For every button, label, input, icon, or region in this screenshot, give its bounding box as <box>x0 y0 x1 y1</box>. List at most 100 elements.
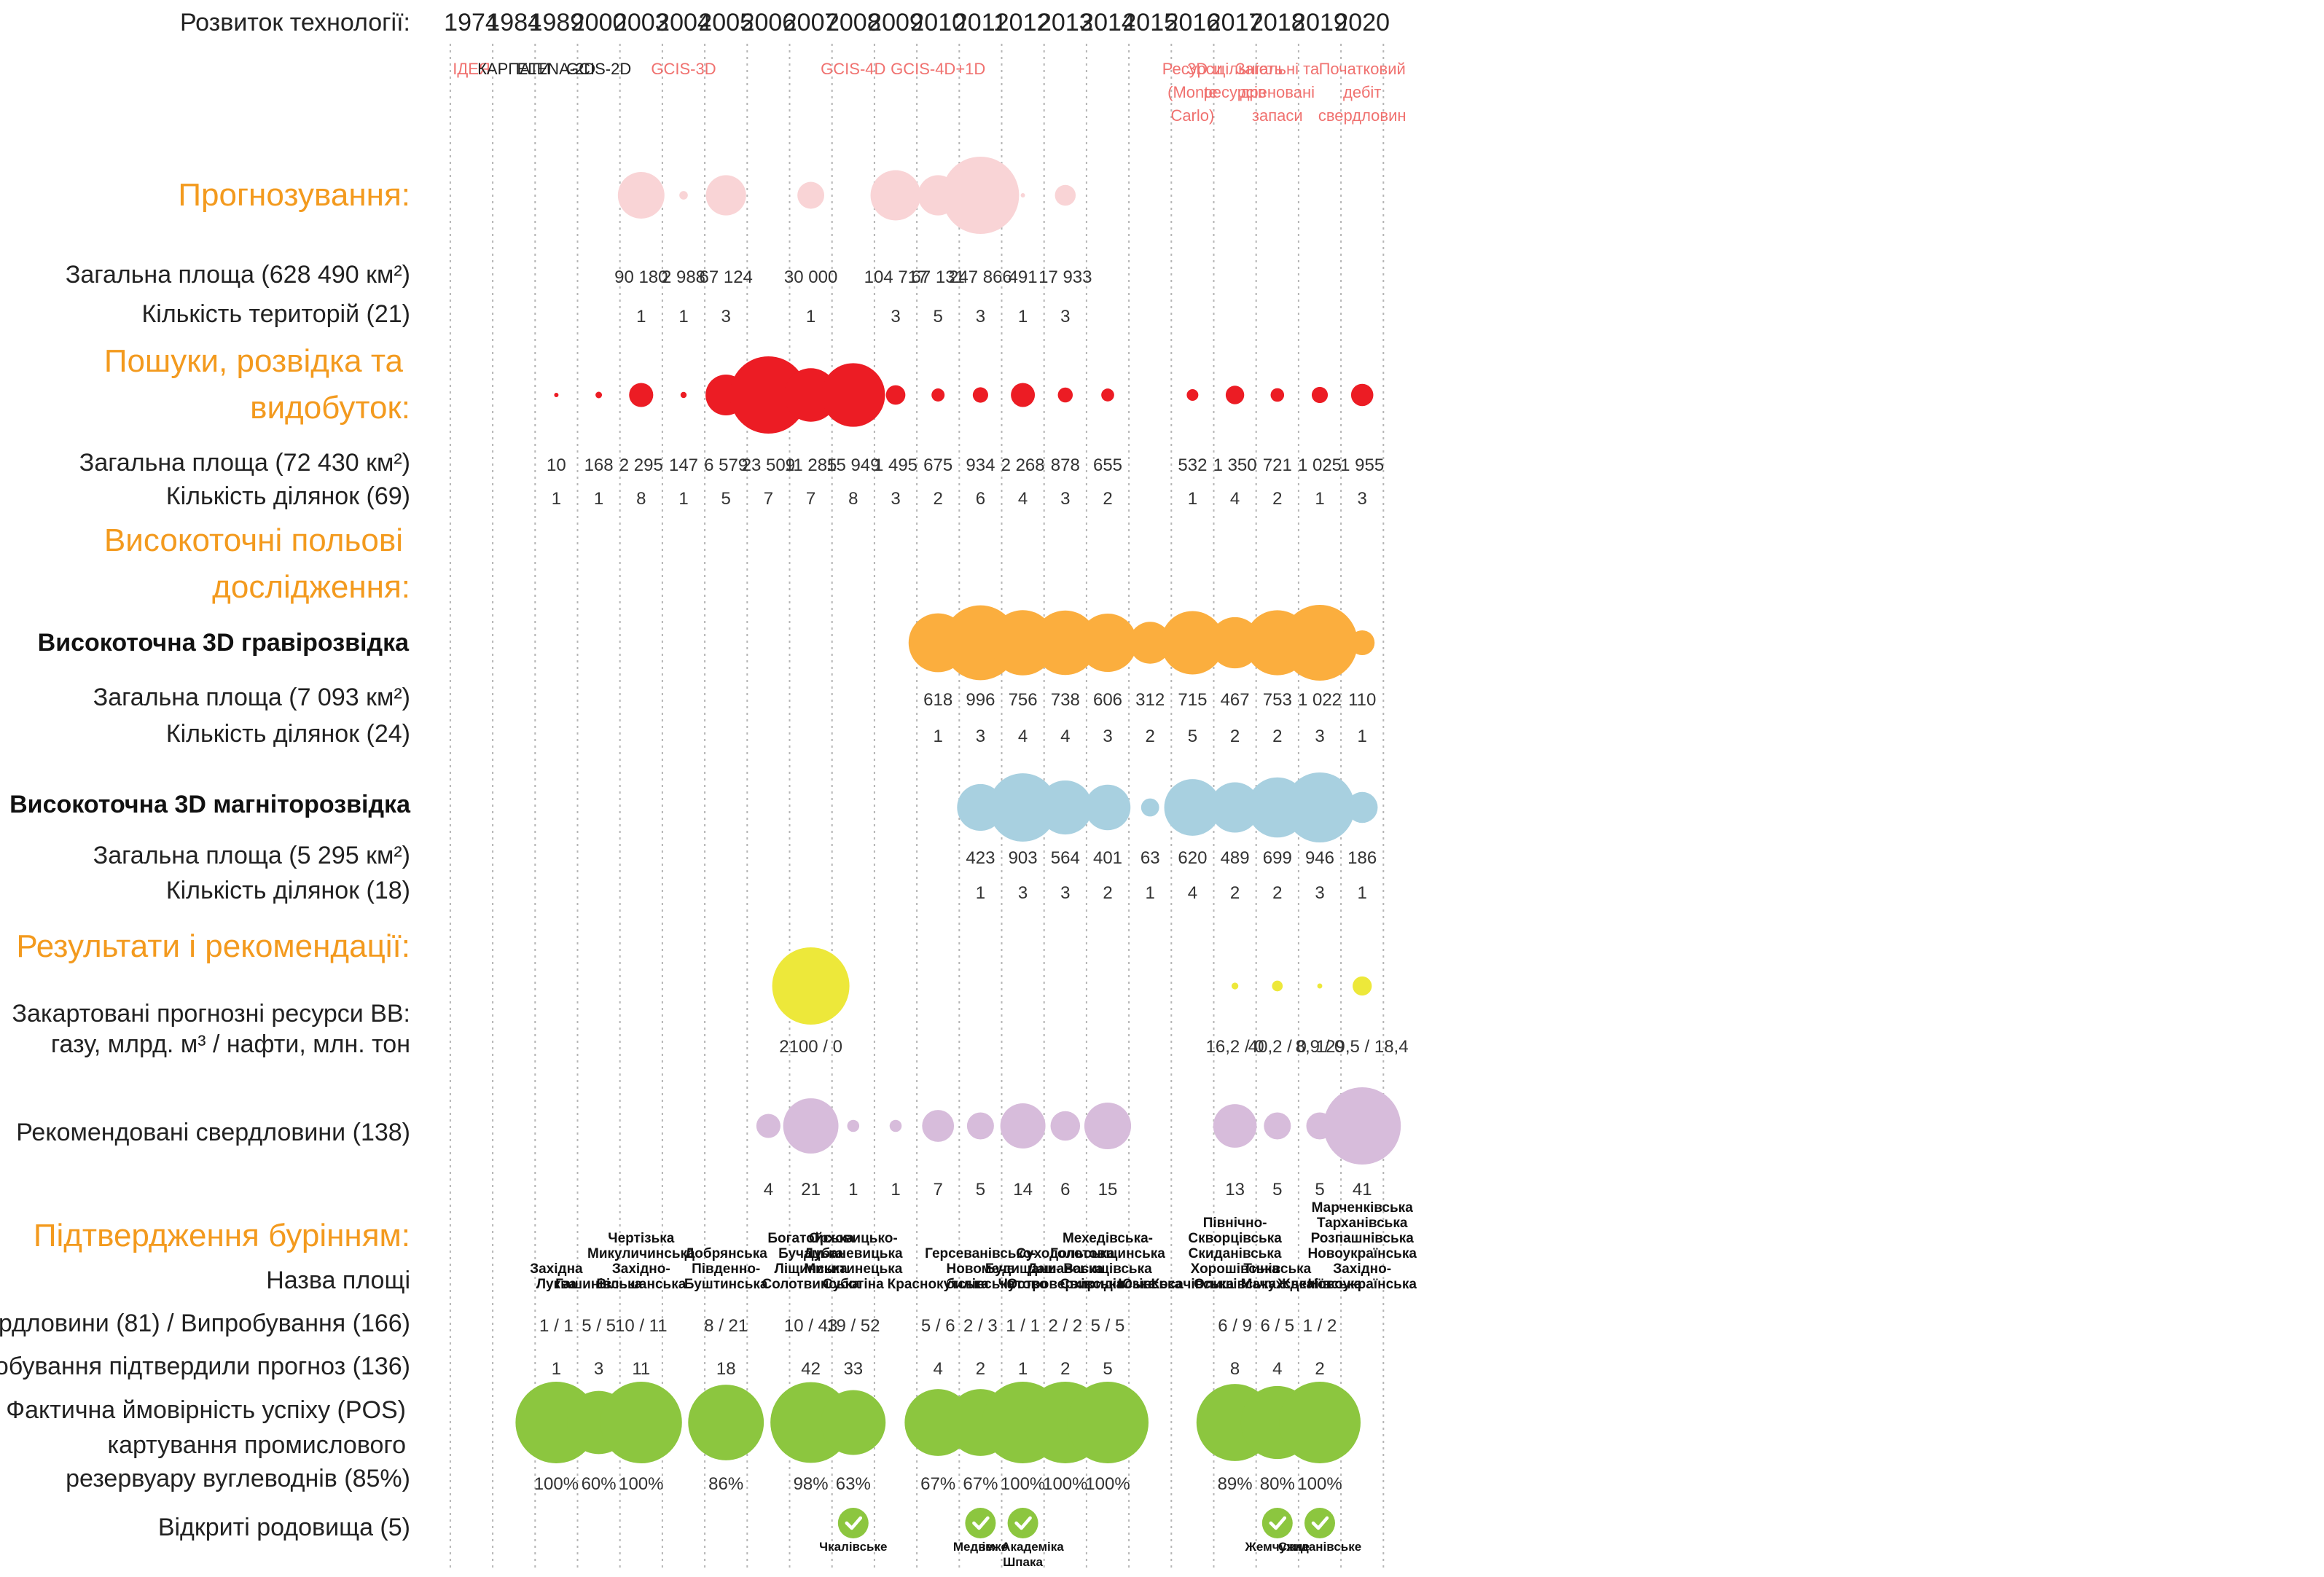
field-name-label: Чкалівське <box>819 1540 887 1554</box>
resources-bubble <box>1317 983 1323 989</box>
area-name-label: Хорошівська <box>1191 1261 1280 1277</box>
area-name-label: Тинівська <box>1243 1261 1311 1277</box>
year-tick-label: 2003 <box>614 9 669 36</box>
tech-label: ІДЕЯ <box>453 60 490 78</box>
area-name-label: Західна <box>530 1261 583 1277</box>
year-tick-label: 2018 <box>1250 9 1305 36</box>
year-tick-label: 1984 <box>486 9 541 36</box>
area-name-label: Північно- <box>1203 1216 1267 1231</box>
gravity-bubble <box>1129 622 1171 664</box>
exploration-bubble <box>931 388 945 402</box>
gravity-bubble <box>1282 605 1358 681</box>
label-resources-1: Закартовані прогнозні ресурси ВВ: <box>12 1000 411 1028</box>
gravity-count-label: 5 <box>1188 727 1197 746</box>
year-tick-label: 2016 <box>1165 9 1221 36</box>
exploration-area-label: 168 <box>584 455 614 475</box>
tech-label: Carlo) <box>1170 106 1214 125</box>
tech-label: GCIS-4D+1D <box>891 60 985 78</box>
forecast-count-label: 5 <box>934 307 943 326</box>
exploration-area-label: 1 495 <box>874 455 918 475</box>
recommended-wells-label: 5 <box>1315 1180 1324 1200</box>
exploration-count-label: 1 <box>552 489 561 509</box>
resources-label: 2100 / 0 <box>779 1037 842 1057</box>
exploration-bubble <box>783 368 838 422</box>
tech-label: Ресурси <box>1162 60 1223 78</box>
confirmed-label: 1 <box>1018 1359 1028 1379</box>
area-name-label: Юзівська <box>1118 1277 1182 1292</box>
pos-bubble <box>600 1382 682 1463</box>
exploration-count-label: 4 <box>1018 489 1028 509</box>
area-name-label: билівська <box>946 1277 1015 1292</box>
label-forecast-title: Прогнозування: <box>178 177 410 213</box>
recommended-wells-bubble <box>1084 1102 1132 1150</box>
gravity-bubble <box>1078 613 1138 673</box>
wells-tests-label: 6 / 5 <box>1260 1316 1294 1336</box>
forecast-area-label: 30 000 <box>784 267 837 287</box>
tech-label: дебіт <box>1343 83 1381 101</box>
label-exploration-area: Загальна площа (72 430 км²) <box>79 449 410 477</box>
magnetic-count-label: 1 <box>1146 883 1155 903</box>
year-tick-label: 2008 <box>826 9 881 36</box>
field-check-icon <box>1304 1508 1335 1538</box>
area-name-label: Будищани- <box>985 1261 1061 1277</box>
recommended-wells-label: 21 <box>801 1180 821 1200</box>
check-mark-icon <box>845 1516 863 1530</box>
pos-label: 67% <box>920 1474 955 1494</box>
recommended-wells-bubble <box>847 1119 860 1132</box>
check-mark-icon <box>1269 1516 1287 1530</box>
label-pos-2: картування промислового <box>107 1431 406 1459</box>
gravity-count-label: 1 <box>934 727 943 746</box>
year-tick-label: 2009 <box>868 9 923 36</box>
resources-label: 40,2 / 0 <box>1248 1037 1307 1057</box>
wells-tests-label: 1 / 1 <box>1006 1316 1040 1336</box>
label-wells-rec: Рекомендовані свердловини (138) <box>16 1119 410 1146</box>
recommended-wells-bubble <box>1000 1103 1046 1148</box>
forecast-area-label: 491 <box>1009 267 1038 287</box>
exploration-bubble <box>885 385 906 405</box>
forecast-bubble <box>1055 184 1076 206</box>
exploration-bubble <box>595 391 603 399</box>
label-wells-tests: Свердловини (81) / Випробування (166) <box>0 1310 410 1337</box>
label-area-name: Назва площі <box>266 1267 410 1294</box>
magnetic-area-label: 946 <box>1305 848 1334 868</box>
area-name-label: Буштинська <box>684 1277 768 1292</box>
tech-label: ELENA-2D <box>517 60 596 78</box>
recommended-wells-label: 5 <box>1272 1180 1282 1200</box>
wells-tests-label: 10 / 43 <box>784 1316 837 1336</box>
area-name-label: Мехедівська- <box>1063 1231 1153 1246</box>
exploration-area-label: 10 <box>547 455 566 475</box>
area-name-label: Новоукраїнська <box>1307 1246 1417 1261</box>
exploration-count-label: 5 <box>721 489 731 509</box>
recommended-wells-bubble <box>756 1114 780 1138</box>
magnetic-bubble <box>1164 779 1221 836</box>
label-gravity-count: Кількість ділянок (24) <box>166 720 410 748</box>
exploration-area-label: 878 <box>1051 455 1080 475</box>
tech-label: Початковий <box>1319 60 1406 78</box>
confirmed-label: 33 <box>843 1359 863 1379</box>
label-magnetic-area: Загальна площа (5 295 км²) <box>93 842 410 869</box>
area-name-label: Суходольська <box>1016 1246 1115 1261</box>
magnetic-bubble <box>1141 798 1159 817</box>
tech-label: Загальні та <box>1235 60 1320 78</box>
exploration-count-label: 2 <box>1103 489 1112 509</box>
gravity-bubble <box>1160 611 1224 675</box>
forecast-count-label: 1 <box>1018 307 1028 326</box>
exploration-count-label: 3 <box>891 489 900 509</box>
label-gravity-title: Високоточна 3D гравірозвідка <box>38 629 410 657</box>
magnetic-bubble <box>988 773 1057 842</box>
exploration-count-label: 8 <box>848 489 858 509</box>
check-mark-icon <box>972 1516 990 1530</box>
confirmed-label: 2 <box>1060 1359 1070 1379</box>
area-name-label: Голотовщинська <box>1050 1246 1165 1261</box>
magnetic-count-label: 3 <box>1315 883 1324 903</box>
area-name-label: Свиридівська <box>1060 1277 1156 1292</box>
gravity-count-label: 2 <box>1230 727 1240 746</box>
exploration-bubble <box>972 387 988 403</box>
pos-label: 63% <box>836 1474 871 1494</box>
exploration-area-label: 1 350 <box>1213 455 1257 475</box>
exploration-count-label: 1 <box>1188 489 1197 509</box>
magnetic-area-label: 699 <box>1263 848 1292 868</box>
gravity-area-label: 110 <box>1348 690 1376 710</box>
confirmed-label: 1 <box>552 1359 561 1379</box>
